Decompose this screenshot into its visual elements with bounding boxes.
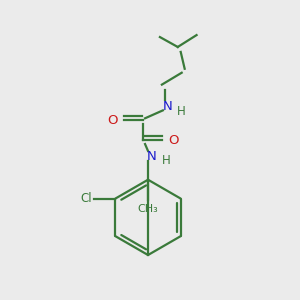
Text: CH₃: CH₃ — [138, 204, 158, 214]
Text: O: O — [107, 114, 118, 127]
Text: O: O — [169, 134, 179, 147]
Text: H: H — [177, 105, 186, 118]
Text: N: N — [147, 150, 157, 164]
Text: H: H — [161, 154, 170, 167]
Text: N: N — [163, 100, 173, 113]
Text: Cl: Cl — [81, 192, 92, 205]
